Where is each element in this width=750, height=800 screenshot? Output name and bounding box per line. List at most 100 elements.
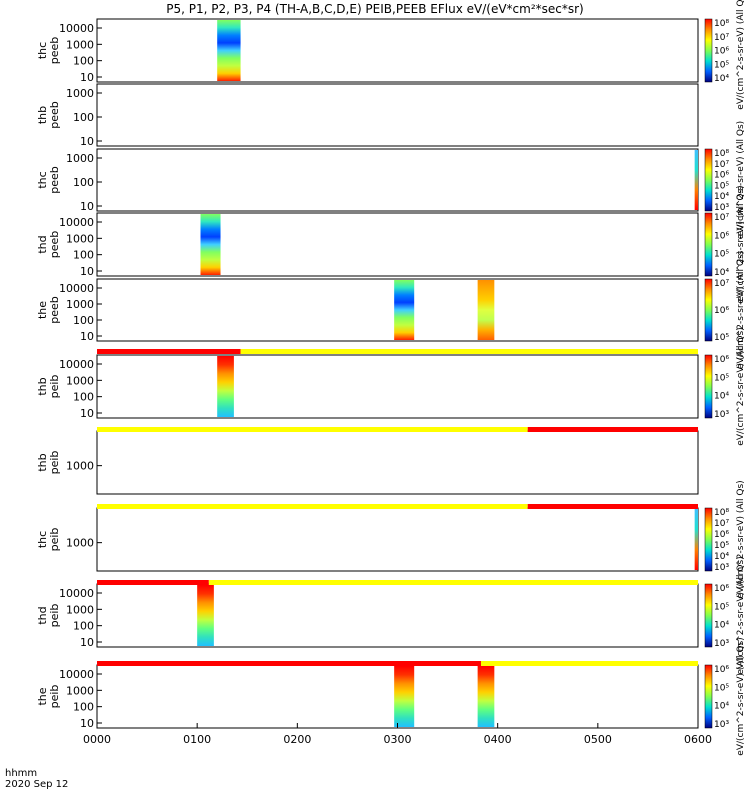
spectrogram-block bbox=[694, 150, 698, 210]
y-tick-label: 100 bbox=[73, 176, 94, 189]
y-tick-label: 100 bbox=[73, 391, 94, 404]
spectrogram-block bbox=[394, 666, 415, 727]
spectrogram-block bbox=[200, 214, 221, 275]
colorbar-tick-label: 10⁴ bbox=[714, 268, 729, 278]
y-tick-label: 100 bbox=[73, 314, 94, 327]
date-label: 2020 Sep 12 bbox=[5, 779, 69, 790]
y-tick-label: 10000 bbox=[59, 668, 94, 681]
y-tick-label: 10000 bbox=[59, 216, 94, 229]
panel-frame bbox=[96, 212, 699, 277]
colorbar-tick-label: 10³ bbox=[714, 720, 729, 730]
panel-ylabel: peib bbox=[48, 451, 61, 475]
colorbar-tick-label: 10⁵ bbox=[714, 333, 729, 343]
panel-frame bbox=[96, 430, 699, 495]
colorbar-tick-label: 10⁶ bbox=[714, 665, 729, 675]
colorbar-tick-label: 10³ bbox=[714, 203, 729, 213]
x-tick-label: 0100 bbox=[183, 733, 211, 746]
y-tick-label: 10000 bbox=[59, 22, 94, 35]
status-bar-red-segment bbox=[97, 580, 209, 585]
y-tick-label: 1000 bbox=[66, 38, 94, 51]
panel-frame bbox=[96, 18, 699, 83]
y-tick-label: 1000 bbox=[66, 87, 94, 100]
colorbar-tick-label: 10³ bbox=[714, 639, 729, 649]
colorbar-tick-label: 10⁴ bbox=[714, 702, 729, 712]
status-bar-yellow-segment bbox=[480, 661, 698, 666]
colorbar-tick-label: 10⁴ bbox=[714, 192, 729, 202]
panel-ylabel: the bbox=[36, 301, 49, 319]
colorbar bbox=[704, 507, 713, 572]
panel-frame bbox=[96, 83, 699, 147]
colorbar-tick-label: 10⁸ bbox=[714, 508, 729, 518]
y-tick-label: 100 bbox=[73, 249, 94, 262]
panel-ylabel: peib bbox=[48, 528, 61, 552]
spectrogram-block bbox=[217, 356, 234, 417]
x-tick-label: 0000 bbox=[83, 733, 111, 746]
y-tick-label: 1000 bbox=[66, 684, 94, 697]
colorbar-label: eV/(cm^2-s-sr-eV) (All Qs) bbox=[736, 0, 746, 110]
y-tick-label: 10 bbox=[80, 717, 94, 730]
status-bar-yellow-segment bbox=[97, 504, 528, 509]
panel-frame bbox=[96, 583, 699, 648]
y-tick-label: 100 bbox=[73, 111, 94, 124]
x-tick-label: 0500 bbox=[584, 733, 612, 746]
colorbar-tick-label: 10⁸ bbox=[714, 149, 729, 159]
colorbar bbox=[704, 18, 713, 83]
y-tick-label: 100 bbox=[73, 55, 94, 68]
colorbar-tick-label: 10⁵ bbox=[714, 683, 729, 693]
colorbar-tick-label: 10⁴ bbox=[714, 392, 729, 402]
colorbar-tick-label: 10⁵ bbox=[714, 250, 729, 260]
colorbar-tick-label: 10⁶ bbox=[714, 171, 729, 181]
spectrogram-block bbox=[197, 585, 214, 646]
colorbar-tick-label: 10⁶ bbox=[714, 584, 729, 594]
panel-ylabel: peeb bbox=[48, 296, 61, 324]
colorbar-label: eV/(cm^2-s-sr-eV) (All Qs) bbox=[736, 185, 746, 303]
colorbar-tick-label: 10⁵ bbox=[714, 181, 729, 191]
colorbar-tick-label: 10⁷ bbox=[714, 279, 729, 289]
y-tick-label: 10 bbox=[80, 407, 94, 420]
colorbar-label: eV/(cm^2-s-sr-eV) (All Qs) bbox=[736, 251, 746, 369]
panel-ylabel: peeb bbox=[48, 231, 61, 259]
spectrogram-block bbox=[477, 666, 495, 727]
y-tick-label: 10000 bbox=[59, 587, 94, 600]
colorbar bbox=[704, 664, 713, 729]
panel-ylabel: thc bbox=[36, 531, 49, 548]
panel-frame bbox=[96, 148, 699, 212]
panel-frame bbox=[96, 507, 699, 572]
colorbar-tick-label: 10⁵ bbox=[714, 60, 729, 70]
y-tick-label: 10 bbox=[80, 200, 94, 213]
colorbar-tick-label: 10⁷ bbox=[714, 213, 729, 223]
panel-ylabel: peib bbox=[48, 375, 61, 399]
colorbar bbox=[704, 354, 713, 419]
x-tick-label: 0600 bbox=[684, 733, 712, 746]
panel-ylabel: peib bbox=[48, 604, 61, 628]
colorbar-tick-label: 10⁴ bbox=[714, 621, 729, 631]
colorbar-tick-label: 10⁶ bbox=[714, 306, 729, 316]
x-tick-label: 0300 bbox=[384, 733, 412, 746]
colorbar-tick-label: 10⁷ bbox=[714, 519, 729, 529]
y-tick-label: 100 bbox=[73, 701, 94, 714]
status-bar-red-segment bbox=[527, 427, 698, 432]
y-tick-label: 10 bbox=[80, 265, 94, 278]
panel-ylabel: peeb bbox=[48, 101, 61, 129]
status-bar-yellow-segment bbox=[240, 349, 699, 354]
colorbar-tick-label: 10⁶ bbox=[714, 231, 729, 241]
spectrogram-block bbox=[394, 280, 415, 340]
panel-ylabel: thb bbox=[36, 377, 49, 395]
y-tick-label: 1000 bbox=[66, 460, 94, 473]
colorbar-tick-label: 10⁵ bbox=[714, 541, 729, 551]
x-tick-label: 0400 bbox=[484, 733, 512, 746]
y-tick-label: 1000 bbox=[66, 152, 94, 165]
panel-ylabel: peeb bbox=[48, 166, 61, 194]
colorbar-tick-label: 10³ bbox=[714, 410, 729, 420]
colorbar bbox=[704, 278, 713, 342]
colorbar-label: eV/(cm^2-s-sr-eV) (All Qs) bbox=[736, 637, 746, 755]
y-tick-label: 10000 bbox=[59, 282, 94, 295]
x-tick-label: 0200 bbox=[283, 733, 311, 746]
colorbar-tick-label: 10⁴ bbox=[714, 74, 729, 84]
spectrogram-block bbox=[217, 20, 241, 81]
panel-ylabel: thb bbox=[36, 106, 49, 124]
y-tick-label: 10 bbox=[80, 71, 94, 84]
colorbar-tick-label: 10⁴ bbox=[714, 552, 729, 562]
panel-ylabel: thb bbox=[36, 453, 49, 471]
colorbar-label: eV/(cm^2-s-sr-eV) (All Qs) bbox=[736, 327, 746, 445]
